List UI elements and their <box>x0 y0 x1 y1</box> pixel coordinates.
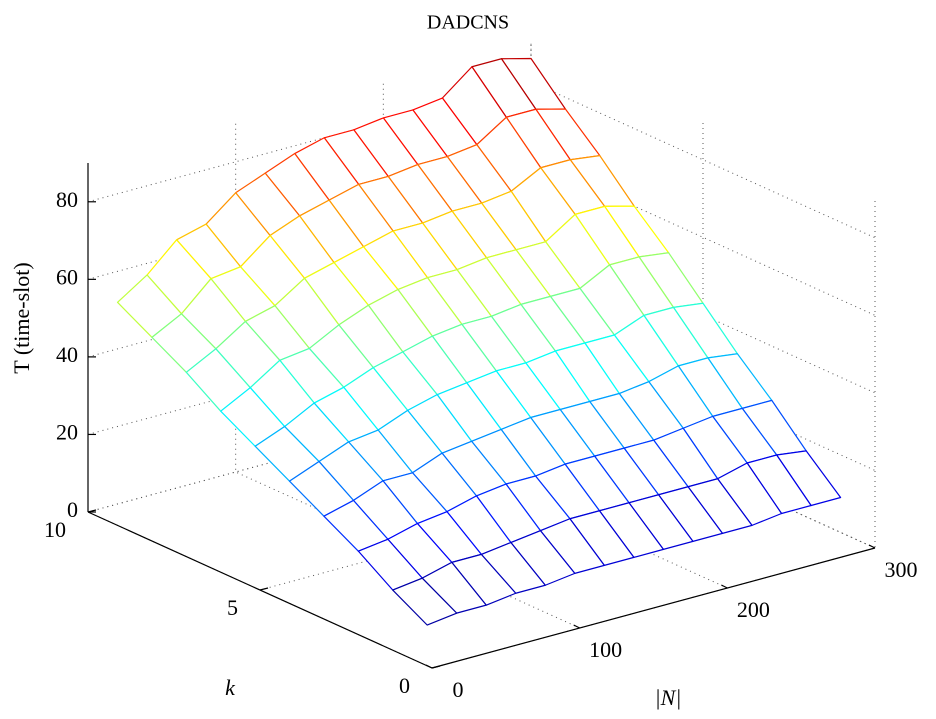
x-tick <box>425 664 433 669</box>
x-tick <box>868 544 876 549</box>
z-axis-label: T (time-slot) <box>9 262 34 373</box>
x-tick-label: 0 <box>453 677 464 702</box>
y-tick <box>431 665 441 669</box>
z-tick-label: 0 <box>67 497 78 522</box>
y-axis-label: k <box>225 675 236 700</box>
z-tick-label: 60 <box>56 264 78 289</box>
z-tick-label: 80 <box>56 187 78 212</box>
y-tick <box>87 509 97 513</box>
y-tick-label: 0 <box>399 673 410 698</box>
x-axis-label: |N| <box>655 685 682 710</box>
grid-line <box>87 236 876 394</box>
chart-title: DADCNS <box>427 12 509 34</box>
y-tick-label: 5 <box>227 595 238 620</box>
y-tick-label: 10 <box>44 517 66 542</box>
x-axis <box>431 547 876 669</box>
x-tick-label: 100 <box>589 637 622 662</box>
mesh-face <box>392 577 458 626</box>
z-tick-label: 20 <box>56 419 78 444</box>
x-tick <box>721 584 728 589</box>
z-tick-label: 40 <box>56 342 78 367</box>
x-tick-label: 200 <box>737 597 770 622</box>
x-tick-label: 300 <box>885 557 918 582</box>
grid-line <box>87 158 876 316</box>
grid-line <box>87 81 876 239</box>
y-tick <box>259 587 269 591</box>
x-tick <box>573 624 580 629</box>
